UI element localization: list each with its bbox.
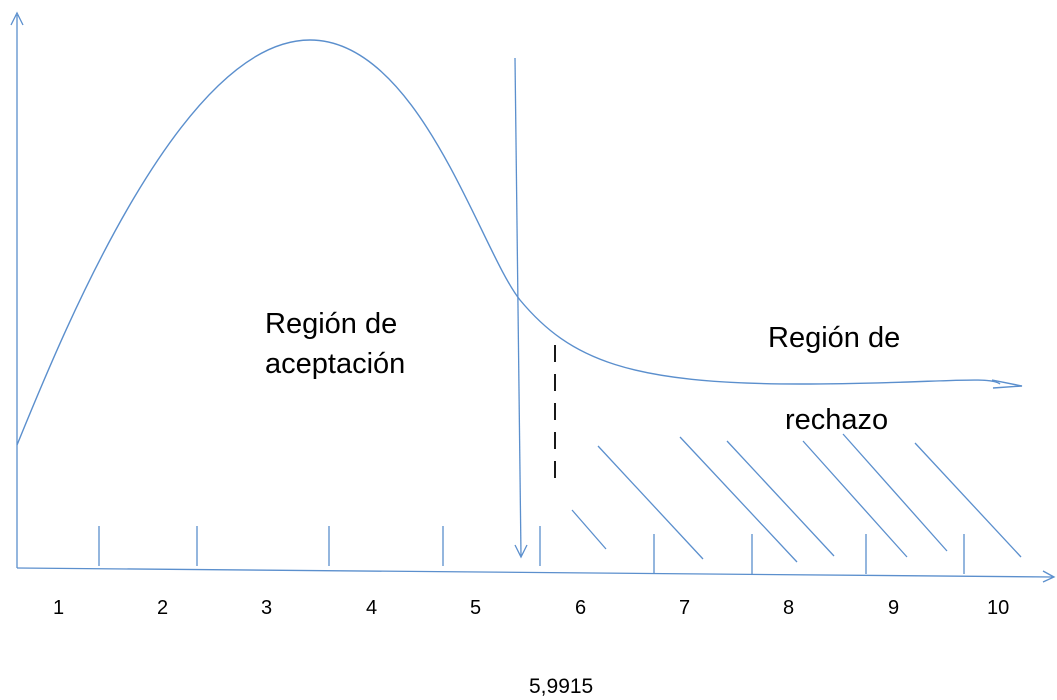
hatch-line — [842, 433, 948, 552]
hatch-line — [802, 440, 908, 558]
tick-label: 4 — [366, 597, 377, 619]
distribution-curve — [16, 39, 1001, 446]
rejection-hatching — [571, 433, 1022, 563]
tick-label: 6 — [575, 597, 586, 619]
critical-value-arrow — [514, 57, 528, 559]
rejection-label-line2: rechazo — [785, 404, 888, 436]
tick-label: 5 — [470, 597, 481, 619]
hatch-line — [679, 436, 798, 563]
x-tick-labels: 1 2 3 4 5 6 7 8 9 10 — [53, 597, 1009, 619]
rejection-label-line1: Región de — [768, 322, 900, 354]
tick-label: 8 — [783, 597, 794, 619]
hatch-line — [571, 509, 607, 550]
hatch-line — [726, 440, 835, 557]
tick-label: 10 — [987, 597, 1009, 619]
y-axis — [10, 11, 24, 568]
tick-marks — [98, 526, 965, 574]
tick-label: 7 — [679, 597, 690, 619]
curve-tail-arrow — [991, 379, 1023, 389]
acceptance-label-line1: Región de — [265, 308, 397, 340]
tick-label: 2 — [157, 597, 168, 619]
hatch-line — [597, 445, 704, 560]
tick-label: 3 — [261, 597, 272, 619]
x-axis — [16, 567, 1056, 583]
acceptance-label-line2: aceptación — [265, 348, 405, 380]
tick-label: 1 — [53, 597, 64, 619]
hatch-line — [914, 442, 1022, 558]
tick-label: 9 — [888, 597, 899, 619]
critical-value-label: 5,9915 — [529, 675, 593, 698]
